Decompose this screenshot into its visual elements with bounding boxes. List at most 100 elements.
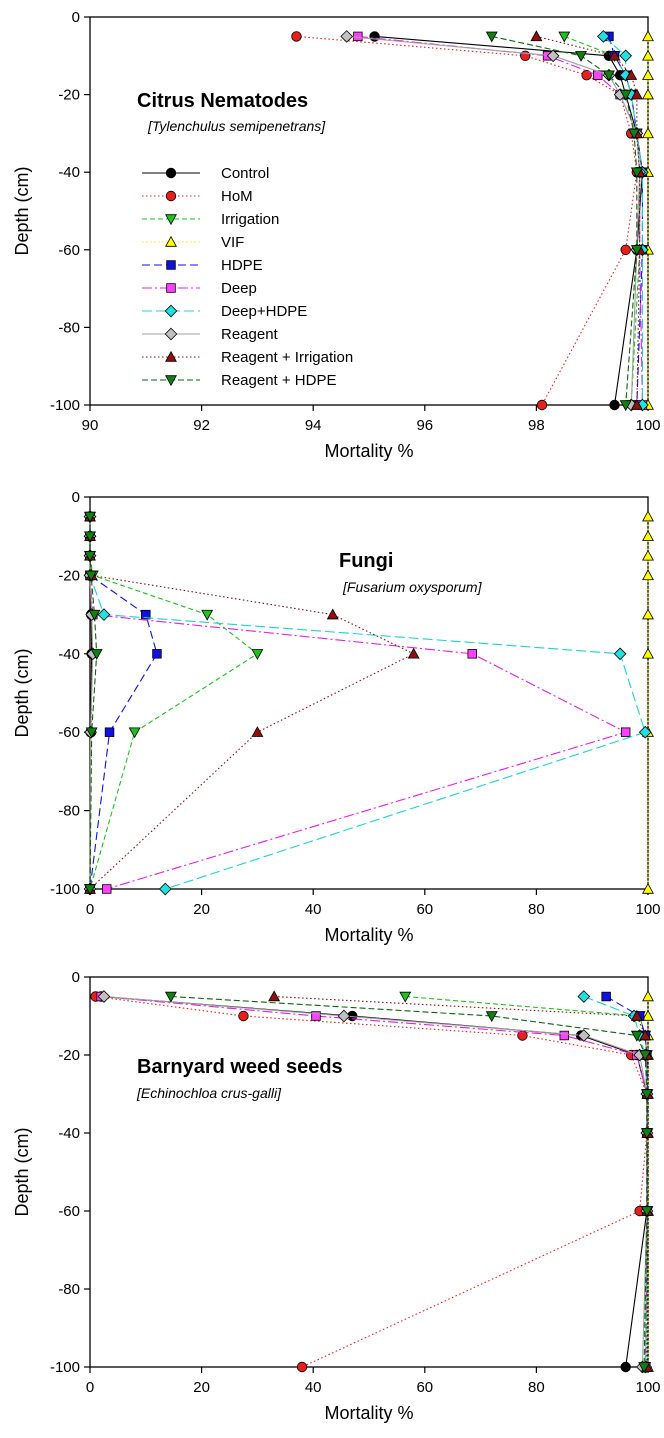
data-point-reagent xyxy=(337,1009,351,1023)
y-tick-label: 0 xyxy=(72,9,80,26)
y-tick-label: -20 xyxy=(58,1047,80,1064)
data-point-deep-hdpe xyxy=(159,882,172,896)
data-point-vif xyxy=(642,549,654,561)
legend-marker xyxy=(166,260,176,270)
plot-frame xyxy=(89,976,649,1368)
data-point-deep-hdpe xyxy=(619,49,633,63)
x-tick-label: 98 xyxy=(528,417,545,434)
x-tick-label: 40 xyxy=(305,901,322,918)
data-point-deep xyxy=(559,1030,570,1041)
data-point-reagent-hdpe xyxy=(575,51,587,62)
legend-marker xyxy=(165,167,177,179)
data-point-deep xyxy=(353,31,363,42)
y-tick-label: -40 xyxy=(58,164,80,181)
data-point-reagent-hdpe xyxy=(485,31,498,43)
series-line-hom xyxy=(95,995,648,1368)
series-deep-hdpe xyxy=(597,30,649,412)
x-axis-label: Mortality % xyxy=(324,441,413,461)
series-deep xyxy=(353,31,648,410)
chart-subtitle: [Echinochloa crus-galli] xyxy=(136,1085,282,1101)
y-axis-label: Depth (cm) xyxy=(12,1127,32,1216)
data-point-reagent-hdpe xyxy=(485,1011,498,1023)
chart-title: Citrus Nematodes xyxy=(137,90,308,112)
x-tick-label: 60 xyxy=(416,1379,433,1396)
data-point-deep-hdpe xyxy=(638,725,652,739)
data-point-deep-hdpe xyxy=(577,990,591,1003)
data-point-reagent-irrigation xyxy=(630,88,643,100)
data-point-hdpe xyxy=(152,649,162,659)
x-tick-label: 0 xyxy=(86,901,94,918)
y-tick-label: -100 xyxy=(50,1359,80,1376)
legend-marker xyxy=(165,235,177,247)
legend-marker xyxy=(164,304,178,318)
legend-marker xyxy=(164,327,178,341)
x-axis-label: Mortality % xyxy=(324,925,413,945)
data-point-reagent xyxy=(546,49,560,63)
data-point-reagent xyxy=(97,990,111,1003)
legend-label: Reagent xyxy=(221,326,279,343)
data-point-hdpe xyxy=(141,609,151,620)
data-point-reagent-irrigation xyxy=(407,647,420,659)
y-tick-label: 0 xyxy=(72,969,80,986)
data-point-deep-hdpe xyxy=(597,30,610,43)
data-point-reagent-hdpe xyxy=(602,70,615,82)
data-point-hom xyxy=(536,399,548,411)
series-hom xyxy=(90,991,653,1373)
data-point-deep xyxy=(620,727,631,737)
x-tick-label: 92 xyxy=(193,417,210,434)
series-line-control xyxy=(374,35,643,406)
data-point-reagent-hdpe xyxy=(85,570,98,582)
y-tick-label: -40 xyxy=(58,646,80,663)
data-point-reagent-hdpe xyxy=(619,89,632,101)
data-point-reagent-hdpe xyxy=(619,400,632,412)
data-point-reagent-irrigation xyxy=(251,726,264,737)
data-point-reagent-hdpe xyxy=(88,609,101,621)
series-line-deep xyxy=(357,35,643,406)
series-vif xyxy=(642,510,654,894)
series-line-hom xyxy=(296,35,638,406)
x-tick-label: 94 xyxy=(305,417,322,434)
data-point-deep xyxy=(102,884,112,894)
x-tick-label: 96 xyxy=(416,417,433,434)
series-line-deep xyxy=(101,995,648,1368)
chart-1: 90 92 94 96 98 100 0 -20 -40 -60 -80 -100 Mortality … xyxy=(12,9,661,461)
data-point-reagent-irrigation xyxy=(326,608,339,620)
data-point-irrigation xyxy=(201,609,214,621)
x-tick-label: 100 xyxy=(635,1379,660,1396)
data-point-vif xyxy=(642,608,654,620)
data-point-vif xyxy=(642,30,654,42)
data-point-reagent-hdpe xyxy=(164,991,177,1003)
data-point-reagent-hdpe xyxy=(639,1050,652,1062)
data-point-reagent xyxy=(340,30,354,43)
series-hdpe xyxy=(85,511,162,894)
data-point-reagent-irrigation xyxy=(630,1009,643,1021)
data-point-vif xyxy=(642,69,654,80)
y-tick-label: -60 xyxy=(58,1203,80,1220)
legend-marker xyxy=(165,214,177,226)
legend-item-reagent-irrigation: Reagent + Irrigation xyxy=(142,349,353,366)
legend-label: HDPE xyxy=(221,257,263,274)
data-point-vif xyxy=(642,530,654,541)
series-reagent-irrigation xyxy=(268,990,654,1372)
y-tick-label: -80 xyxy=(58,1281,80,1298)
y-tick-label: -80 xyxy=(58,803,80,820)
legend-item-deep: Deep xyxy=(142,280,257,297)
series-irrigation xyxy=(84,511,264,896)
data-point-reagent-irrigation xyxy=(530,30,543,42)
data-point-irrigation xyxy=(399,991,412,1003)
data-point-reagent-hdpe xyxy=(90,649,103,660)
data-point-deep-hdpe xyxy=(97,608,111,621)
y-tick-label: -100 xyxy=(50,881,80,898)
series-line-reagent-hdpe xyxy=(170,995,648,1368)
y-tick-label: -60 xyxy=(58,242,80,259)
data-point-vif xyxy=(642,990,654,1002)
data-point-reagent-hdpe xyxy=(640,1206,653,1218)
data-point-reagent-irrigation xyxy=(268,990,281,1002)
data-point-hdpe xyxy=(601,991,611,1002)
legend-label: Irrigation xyxy=(221,211,279,228)
data-point-deep xyxy=(467,649,477,659)
legend-item-reagent-hdpe: Reagent + HDPE xyxy=(142,372,336,389)
x-tick-label: 90 xyxy=(82,417,99,434)
data-point-reagent-irrigation xyxy=(608,49,621,61)
